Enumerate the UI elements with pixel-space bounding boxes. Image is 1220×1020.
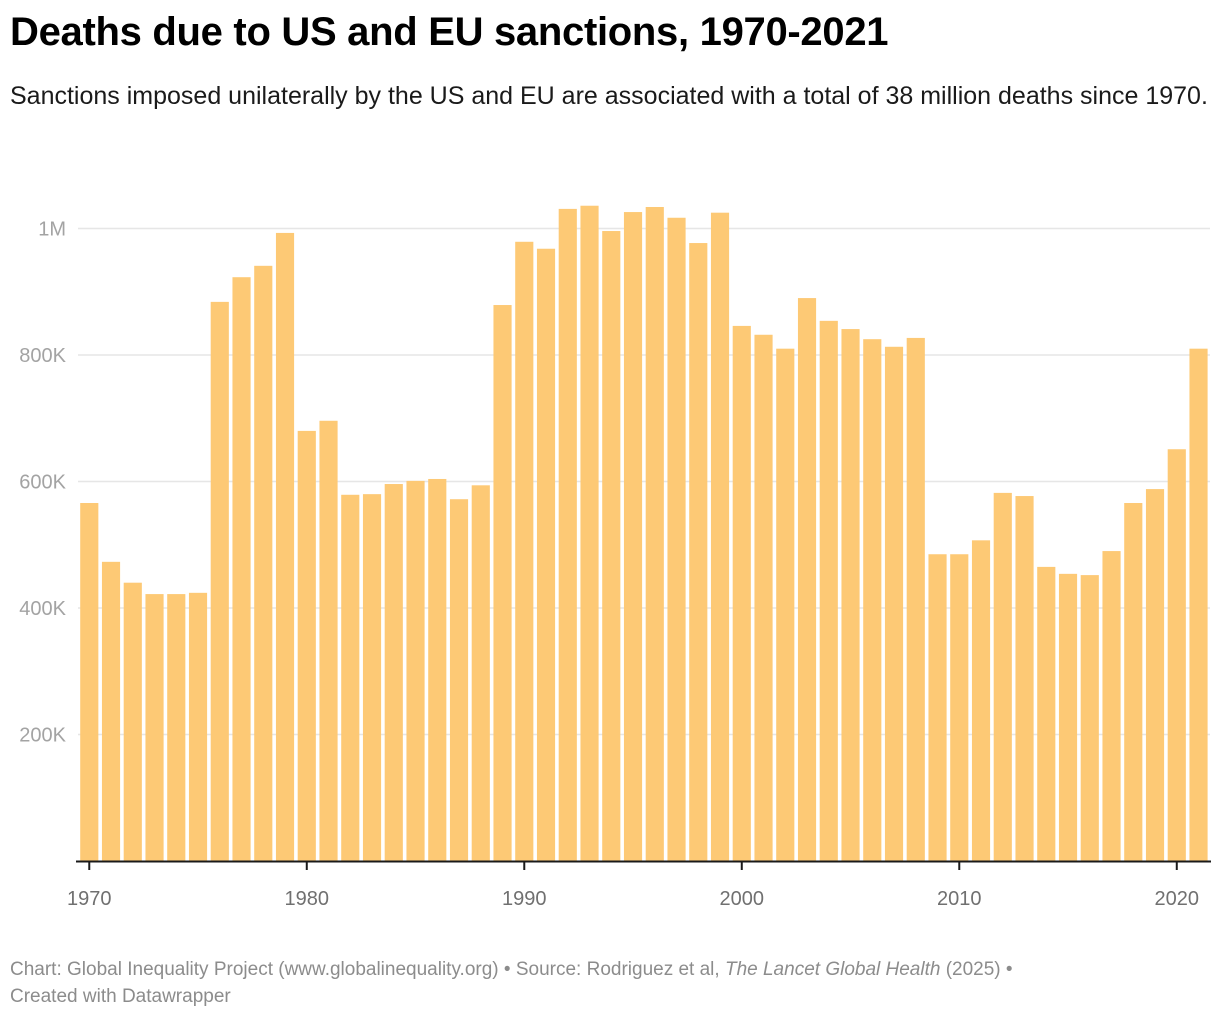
bar: [80, 503, 99, 861]
bar: [1015, 496, 1034, 861]
y-tick-label: 600K: [19, 472, 66, 494]
bar: [232, 277, 251, 861]
x-tick-label: 1990: [502, 888, 547, 910]
source-year: (2025): [940, 959, 1001, 980]
chart-title: Deaths due to US and EU sanctions, 1970-…: [10, 10, 889, 54]
x-axis: 1970 1980 1990 2000 2010 2020: [67, 860, 1211, 910]
bar: [841, 329, 860, 861]
bar: [732, 325, 751, 861]
bar: [1058, 573, 1078, 861]
bar: [254, 265, 273, 861]
bar: [602, 231, 621, 861]
y-tick-label: 800K: [19, 345, 66, 367]
y-tick-label: 200K: [19, 725, 66, 747]
bar: [1124, 503, 1143, 861]
x-tick-label: 2010: [937, 888, 982, 910]
bars: [80, 205, 1208, 862]
bar: [710, 212, 730, 861]
x-tick-label: 1970: [67, 888, 112, 910]
bar: [101, 561, 121, 861]
bar: [1167, 449, 1186, 861]
chart-subtitle: Sanctions imposed unilaterally by the US…: [10, 82, 1208, 110]
bar: [928, 554, 947, 861]
bar: [188, 592, 208, 861]
bar: [536, 248, 556, 861]
bar: [558, 208, 577, 861]
bar: [645, 206, 664, 861]
bar-chart: 200K 400K 600K 800K 1M 1970 1980 1990 2000 2010 2…: [19, 205, 1211, 910]
bar: [297, 430, 316, 861]
y-tick-label: 400K: [19, 598, 66, 620]
chart-credit: Chart: Global Inequality Project (www.gl…: [10, 959, 499, 980]
bar: [754, 334, 773, 861]
source-prefix: Source: Rodriguez et al,: [515, 959, 725, 980]
bar: [428, 478, 447, 861]
bar: [123, 582, 142, 861]
bar: [667, 217, 686, 861]
bar: [341, 494, 360, 861]
bar: [776, 348, 795, 861]
bar: [145, 594, 164, 861]
bar: [1102, 551, 1121, 861]
footer-separator: •: [1000, 959, 1013, 980]
bar: [210, 301, 229, 861]
bar: [167, 594, 186, 861]
bar: [884, 346, 904, 862]
bar: [1037, 566, 1056, 861]
bar: [906, 337, 925, 861]
bar: [689, 243, 708, 862]
bar: [819, 320, 838, 862]
x-tick-label: 2000: [720, 888, 765, 910]
bar: [1080, 575, 1099, 861]
y-axis: 200K 400K 600K 800K 1M: [19, 219, 66, 747]
bar: [275, 232, 295, 862]
bar: [950, 554, 969, 861]
bar: [384, 484, 403, 861]
bar: [971, 540, 991, 861]
chart-footer: Chart: Global Inequality Project (www.gl…: [10, 956, 1210, 1010]
bar: [319, 420, 338, 861]
bar: [1145, 489, 1165, 861]
bar: [797, 298, 817, 861]
y-tick-label: 1M: [38, 219, 66, 241]
bar: [515, 241, 534, 862]
x-tick-label: 2020: [1155, 888, 1200, 910]
bar: [623, 212, 643, 861]
bar: [863, 339, 882, 861]
bar: [580, 205, 599, 862]
bar: [362, 494, 382, 861]
footer-separator: •: [498, 959, 516, 980]
bar: [471, 485, 490, 861]
bar: [1189, 348, 1208, 861]
x-tick-label: 1980: [285, 888, 330, 910]
bar: [493, 305, 512, 862]
bar: [449, 499, 469, 861]
source-journal: The Lancet Global Health: [724, 959, 941, 980]
bar: [406, 480, 425, 861]
created-with: Created with Datawrapper: [10, 986, 231, 1007]
bar: [993, 492, 1012, 861]
